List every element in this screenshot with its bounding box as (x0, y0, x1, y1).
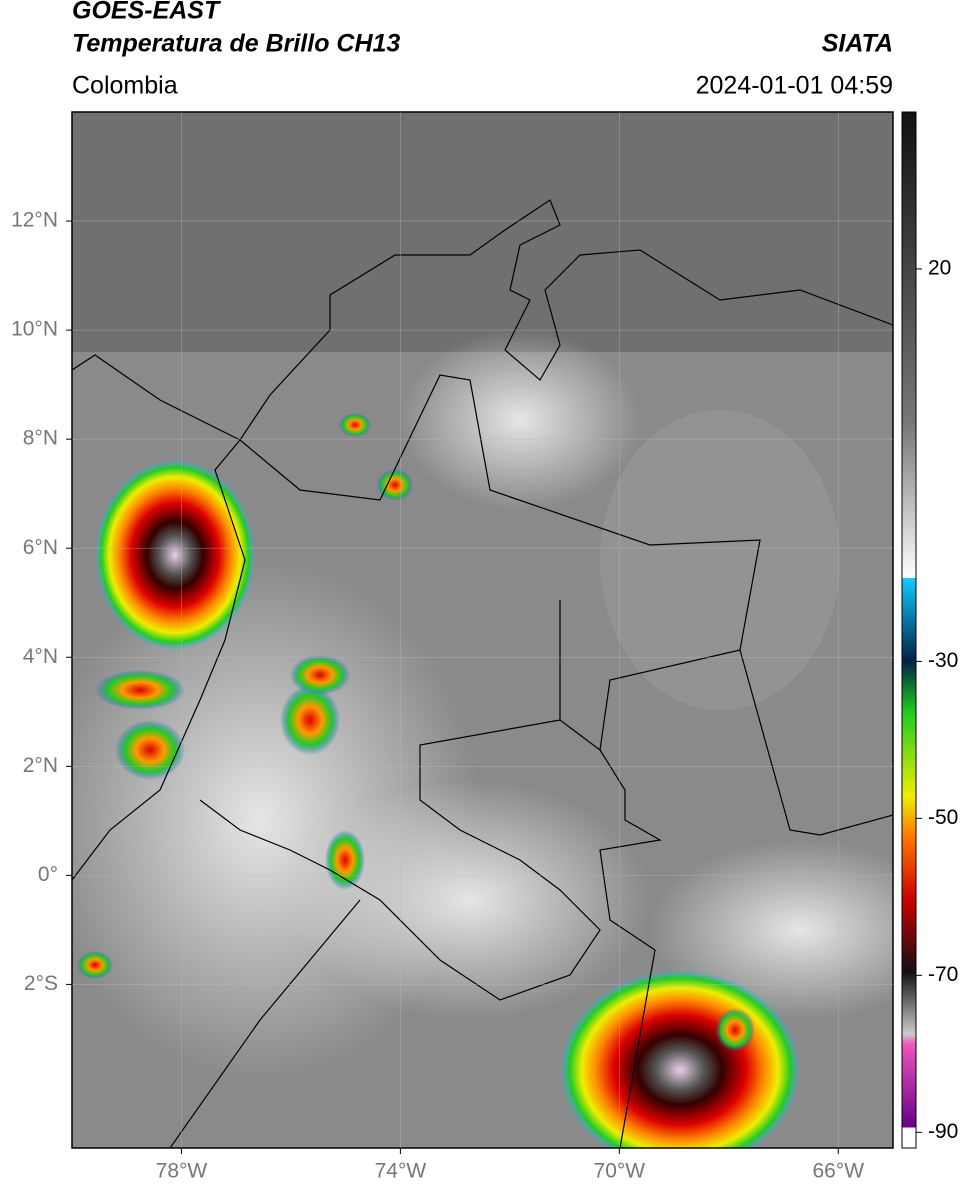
source: SIATA (822, 30, 893, 58)
colorbar-tick-label: 20 (928, 257, 951, 280)
colorbar-tick-label: -50 (928, 806, 958, 829)
satellite-image (72, 112, 893, 1148)
lat-tick-label: 2°N (23, 754, 58, 777)
borders (72, 374, 893, 1148)
lon-tick-label: 74°W (375, 1160, 427, 1183)
colorbar-tick-label: -70 (928, 963, 958, 986)
lon-tick-label: 70°W (594, 1160, 646, 1183)
lon-tick-label: 66°W (812, 1160, 864, 1183)
colorbar-tick-label: -30 (928, 649, 958, 672)
lat-tick-label: 4°N (23, 645, 58, 668)
subtitle: Temperatura de Brillo CH13 (72, 30, 400, 58)
colorbar-tick-label: -90 (928, 1120, 958, 1143)
lat-tick-label: 6°N (23, 536, 58, 559)
coastline (72, 199, 893, 441)
lat-tick-label: 2°S (24, 972, 58, 995)
region: Colombia (72, 72, 178, 100)
datetime: 2024-01-01 04:59 (696, 72, 893, 100)
lat-tick-label: 0° (38, 863, 58, 886)
lat-tick-label: 8°N (23, 427, 58, 450)
lat-tick-label: 10°N (11, 318, 58, 341)
title: GOES-EAST (72, 0, 222, 25)
lat-tick-label: 12°N (11, 209, 58, 232)
lon-tick-label: 78°W (156, 1160, 208, 1183)
map-frame (71, 111, 894, 1149)
colorbar (901, 111, 917, 1149)
